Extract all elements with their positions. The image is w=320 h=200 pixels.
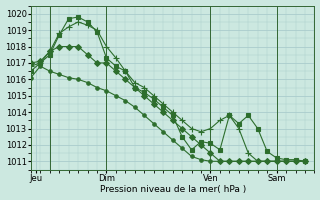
X-axis label: Pression niveau de la mer( hPa ): Pression niveau de la mer( hPa ) <box>100 185 246 194</box>
